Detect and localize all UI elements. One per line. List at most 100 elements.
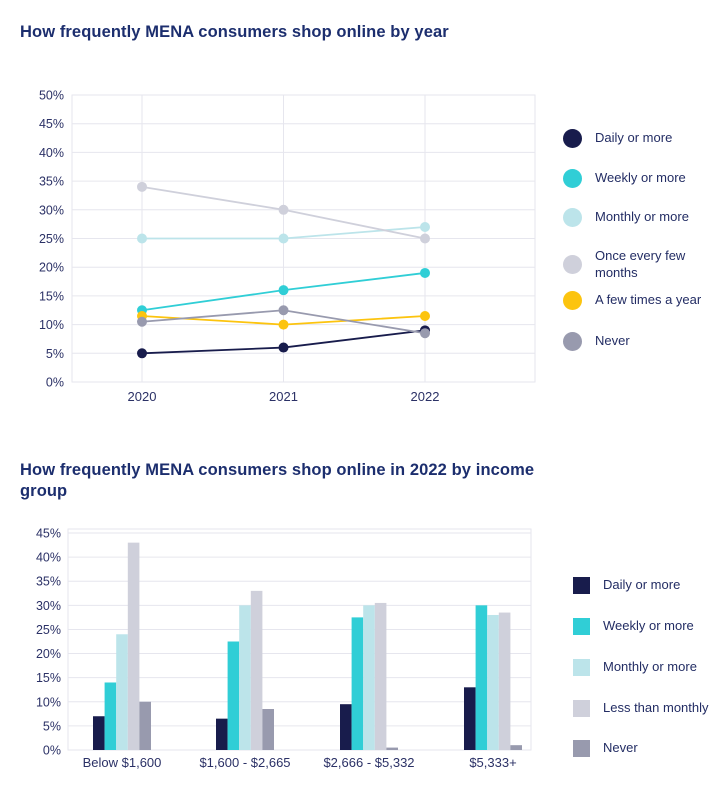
line-chart-legend: Daily or more Weekly or more Monthly or mo… [563,129,714,359]
bar [487,614,499,750]
legend-item-daily-or-more: Daily or more [573,577,714,594]
legend-item-a-few-times-a-year: A few times a year [563,291,714,310]
y-tick-label: 15% [36,671,61,685]
series-monthly-or-more [116,605,499,750]
series-weekly-or-more [104,605,488,750]
y-tick-label: 30% [36,599,61,613]
series-less-than-monthly [127,542,511,750]
legend-circle-icon [563,291,582,310]
bar [239,605,251,750]
bar [262,709,274,750]
x-tick-label: 2021 [269,389,298,404]
shop-frequency-by-year-line-chart: 0%5%10%15%20%25%30%35%40%45%50%2020 2021 2… [39,89,536,404]
chart-title-by-year: How frequently MENA consumers shop onlin… [20,22,449,41]
legend-label: Less than monthly [603,700,709,716]
bar [363,605,375,750]
data-point [137,348,147,359]
data-point [137,181,147,192]
y-tick-label: 20% [39,261,64,275]
y-axis-labels: 0% 5% 10% 15% 20% 25% 30% 35% 40% 45% [36,527,61,758]
legend-label: Daily or more [595,130,673,146]
y-tick-label: 0% [46,376,64,390]
bar [510,745,522,750]
legend-square-icon [573,618,590,635]
data-point [278,342,289,353]
bar [116,634,128,750]
bar [127,542,140,750]
legend-label: Never [595,333,630,349]
legend-square-icon [573,740,590,757]
plot-border [71,94,536,383]
legend-label: Daily or more [603,577,681,593]
x-axis-labels: 2020 2021 2022 [128,389,440,404]
data-point [420,328,430,339]
y-tick-label: 45% [39,117,64,131]
legend-item-never: Never [563,332,714,351]
legend-label: Weekly or more [595,170,686,186]
legend-label: Once every few months [595,248,686,280]
data-point [137,233,147,244]
bar [498,612,511,750]
legend-item-monthly-or-more: Monthly or more [563,208,714,227]
series-once-every-few-months [137,181,430,244]
y-tick-label: 35% [39,175,64,189]
legend-label: Monthly or more [595,209,689,225]
x-tick-label: 2022 [411,389,440,404]
series-never [137,305,430,339]
y-tick-label: 35% [36,575,61,589]
data-point [420,233,430,244]
data-point [420,310,430,321]
y-tick-label: 25% [36,623,61,637]
bar-chart-legend: Daily or more Weekly or more Monthly or mo… [573,577,714,767]
legend-circle-icon [563,332,582,351]
bar [104,682,117,750]
y-tick-label: 45% [36,527,61,541]
legend-item-weekly-or-more: Weekly or more [563,169,714,188]
series-monthly-or-more [137,222,430,244]
y-tick-label: 50% [39,89,64,103]
legend-circle-icon [563,129,582,148]
data-point [278,204,289,215]
bar [351,617,364,750]
legend-label: Weekly or more [603,618,694,634]
legend-label: Never [603,740,638,756]
x-axis-labels: Below $1,600 $1,600 - $2,665 $2,666 - $5,3… [83,755,517,770]
y-tick-label: 25% [39,232,64,246]
y-axis-labels: 0% 5% 10% 15% 20% 25% 30% 35% 40% 45% 50% [39,89,64,390]
data-point [137,316,147,327]
y-tick-label: 15% [39,289,64,303]
y-tick-label: 0% [43,744,61,758]
y-tick-label: 10% [39,318,64,332]
bar [139,701,151,750]
data-point [278,285,289,296]
y-tick-label: 10% [36,695,61,709]
shop-frequency-by-income-bar-chart: 0% 5% 10% 15% 20% 25% 30% 35% 40% 45% Below $1,600… [36,527,532,770]
x-tick-label: 2020 [128,389,157,404]
bar [340,704,352,750]
data-point [420,267,430,278]
y-tick-label: 5% [43,719,61,733]
legend-circle-icon [563,208,582,227]
y-tick-label: 30% [39,203,64,217]
chart-title-by-income-group: How frequently MENA consumers shop onlin… [20,460,535,501]
bar [216,718,228,750]
y-tick-label: 40% [39,146,64,160]
legend-label: A few times a year [595,292,702,308]
bar [475,605,488,750]
category-label: $1,600 - $2,665 [199,755,290,770]
legend-item-never: Never [573,740,714,757]
legend-square-icon [573,700,590,717]
series-a-few-times-a-year [137,310,430,330]
series-weekly-or-more [137,267,430,316]
bar [93,716,105,750]
y-tick-label: 40% [36,551,61,565]
data-point [420,222,430,233]
category-label: $5,333+ [469,755,516,770]
data-point [278,319,289,330]
category-label: $2,666 - $5,332 [323,755,414,770]
bar [464,687,476,750]
y-tick-label: 20% [36,647,61,661]
legend-square-icon [573,659,590,676]
plot-border [67,528,532,751]
legend-square-icon [573,577,590,594]
